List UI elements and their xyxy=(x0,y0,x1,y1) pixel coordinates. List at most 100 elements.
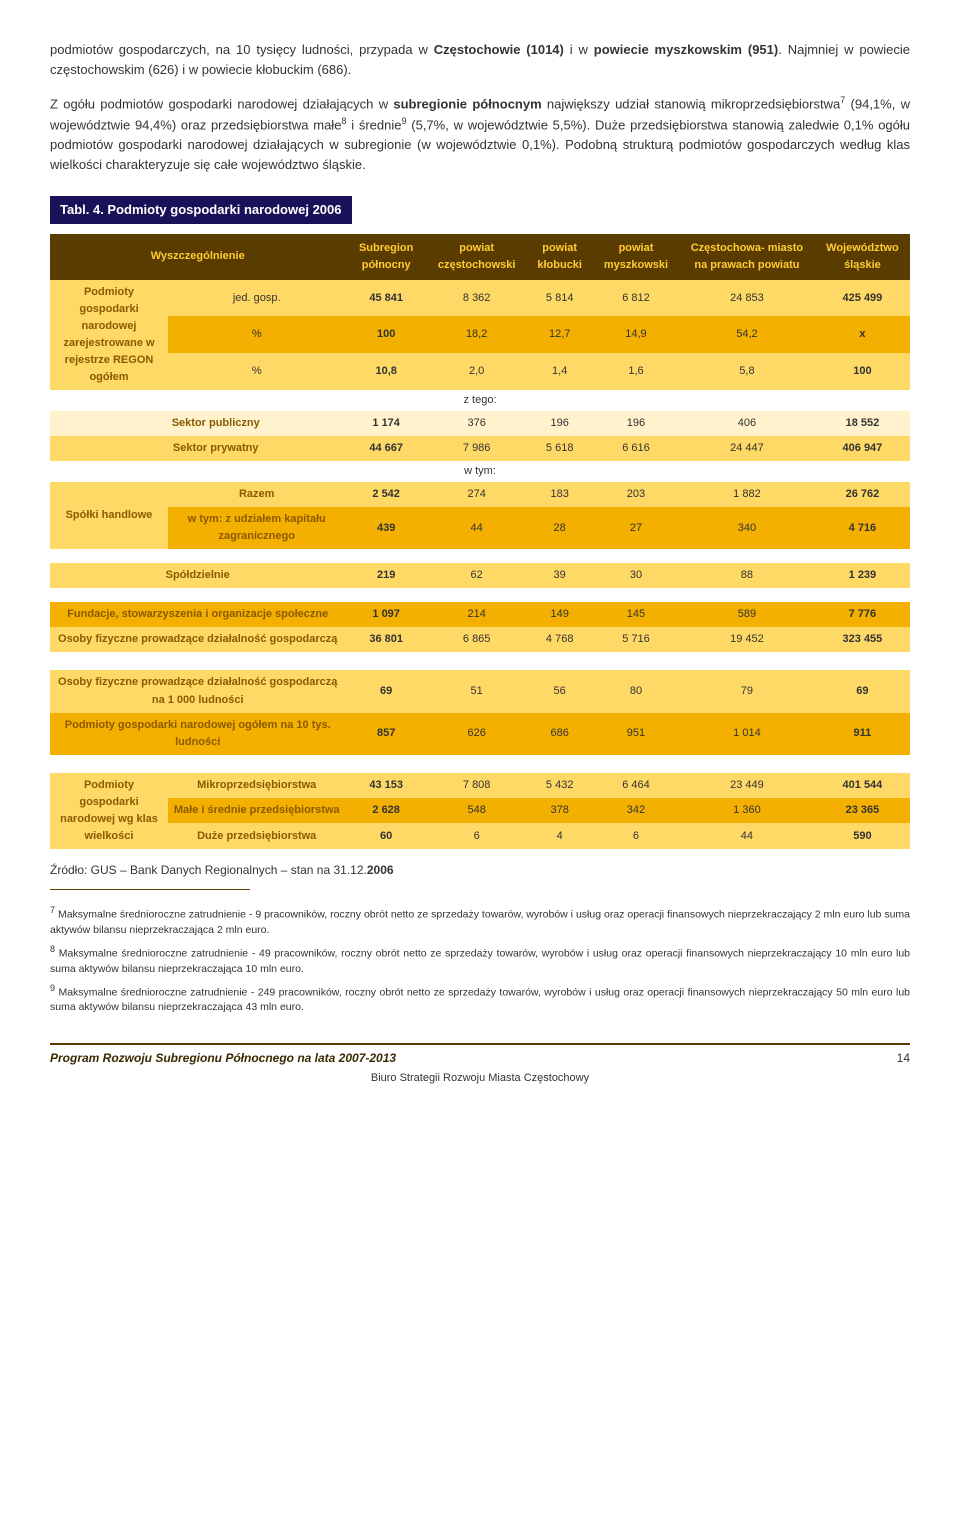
c: 196 xyxy=(593,411,679,436)
c: 1,6 xyxy=(593,353,679,390)
c: 590 xyxy=(815,823,910,848)
k0: Mikroprzedsiębiorstwa xyxy=(168,773,345,798)
c: 36 801 xyxy=(345,627,426,652)
src-year: 2006 xyxy=(367,863,394,877)
footnote-rule xyxy=(50,889,250,890)
c: 23 449 xyxy=(679,773,815,798)
c: 406 xyxy=(679,411,815,436)
source-line: Źródło: GUS – Bank Danych Regionalnych –… xyxy=(50,861,910,880)
c: 27 xyxy=(593,507,679,549)
c: 425 499 xyxy=(815,280,910,317)
c: 4 xyxy=(526,823,593,848)
c: 4 768 xyxy=(526,627,593,652)
c: 1 360 xyxy=(679,798,815,823)
c: 203 xyxy=(593,482,679,507)
fn8: Maksymalne średnioroczne zatrudnienie - … xyxy=(50,948,910,975)
c: 51 xyxy=(427,670,527,712)
c: 7 986 xyxy=(427,436,527,461)
c: 401 544 xyxy=(815,773,910,798)
c: 5 716 xyxy=(593,627,679,652)
c: 1 014 xyxy=(679,713,815,755)
p1c: i w xyxy=(564,42,594,57)
c: 149 xyxy=(526,602,593,627)
fn7: Maksymalne średnioroczne zatrudnienie - … xyxy=(50,909,910,936)
c: 8 362 xyxy=(427,280,527,317)
c: 376 xyxy=(427,411,527,436)
c: 2 628 xyxy=(345,798,426,823)
p2e: i średnie xyxy=(346,117,401,132)
footnotes: 7 Maksymalne średnioroczne zatrudnienie … xyxy=(50,904,910,1015)
paragraph-1: podmiotów gospodarczych, na 10 tysięcy l… xyxy=(50,40,910,80)
footer-title: Program Rozwoju Subregionu Północnego na… xyxy=(50,1049,396,1068)
c: x xyxy=(815,316,910,353)
c: 5 432 xyxy=(526,773,593,798)
c: 26 762 xyxy=(815,482,910,507)
col-5: Częstochowa- miasto na prawach powiatu xyxy=(679,234,815,280)
c: 274 xyxy=(427,482,527,507)
c: 342 xyxy=(593,798,679,823)
c: 14,9 xyxy=(593,316,679,353)
fund: Fundacje, stowarzyszenia i organizacje s… xyxy=(50,602,345,627)
r0l: Osoby fizyczne prowadzące działalność go… xyxy=(50,670,345,712)
c: 1 097 xyxy=(345,602,426,627)
c: 2,0 xyxy=(427,353,527,390)
c: 6 616 xyxy=(593,436,679,461)
c: 6 812 xyxy=(593,280,679,317)
c: 5,8 xyxy=(679,353,815,390)
c: 54,2 xyxy=(679,316,815,353)
c: 80 xyxy=(593,670,679,712)
c: 44 xyxy=(427,507,527,549)
c: 323 455 xyxy=(815,627,910,652)
c: 7 776 xyxy=(815,602,910,627)
paragraph-2: Z ogółu podmiotów gospodarki narodowej d… xyxy=(50,94,910,175)
c: 18 552 xyxy=(815,411,910,436)
osob: Osoby fizyczne prowadzące działalność go… xyxy=(50,627,345,652)
col-4: powiat myszkowski xyxy=(593,234,679,280)
c: 214 xyxy=(427,602,527,627)
footer-page: 14 xyxy=(897,1049,910,1068)
c: 1,4 xyxy=(526,353,593,390)
sp-lab2: Sektor prywatny xyxy=(50,436,345,461)
c: 219 xyxy=(345,563,426,588)
p2a: Z ogółu podmiotów gospodarki narodowej d… xyxy=(50,97,393,112)
c: 18,2 xyxy=(427,316,527,353)
c: 911 xyxy=(815,713,910,755)
footer-sub: Biuro Strategii Rozwoju Miasta Częstocho… xyxy=(50,1070,910,1087)
c: 1 882 xyxy=(679,482,815,507)
c: 12,7 xyxy=(526,316,593,353)
c: 6 464 xyxy=(593,773,679,798)
c: 24 853 xyxy=(679,280,815,317)
c: 548 xyxy=(427,798,527,823)
c: 406 947 xyxy=(815,436,910,461)
c: 1 174 xyxy=(345,411,426,436)
spolki-grp: Spółki handlowe xyxy=(50,482,168,549)
col-6: Województwo śląskie xyxy=(815,234,910,280)
zag: w tym: z udziałem kapitału zagranicznego xyxy=(168,507,345,549)
c: 7 808 xyxy=(427,773,527,798)
c: 2 542 xyxy=(345,482,426,507)
u1: % xyxy=(168,316,345,353)
c: 100 xyxy=(815,353,910,390)
ztego: z tego: xyxy=(50,390,910,411)
c: 43 153 xyxy=(345,773,426,798)
block1-label: Podmioty gospodarki narodowej zarejestro… xyxy=(50,280,168,390)
c: 100 xyxy=(345,316,426,353)
c: 24 447 xyxy=(679,436,815,461)
c: 44 667 xyxy=(345,436,426,461)
c: 23 365 xyxy=(815,798,910,823)
c: 378 xyxy=(526,798,593,823)
c: 951 xyxy=(593,713,679,755)
spoldz: Spółdzielnie xyxy=(50,563,345,588)
col-2: powiat częstochowski xyxy=(427,234,527,280)
u0: jed. gosp. xyxy=(168,280,345,317)
raz: Razem xyxy=(168,482,345,507)
c: 1 239 xyxy=(815,563,910,588)
c: 39 xyxy=(526,563,593,588)
c: 30 xyxy=(593,563,679,588)
c: 626 xyxy=(427,713,527,755)
col-3: powiat kłobucki xyxy=(526,234,593,280)
c: 145 xyxy=(593,602,679,627)
c: 857 xyxy=(345,713,426,755)
c: 60 xyxy=(345,823,426,848)
c: 183 xyxy=(526,482,593,507)
